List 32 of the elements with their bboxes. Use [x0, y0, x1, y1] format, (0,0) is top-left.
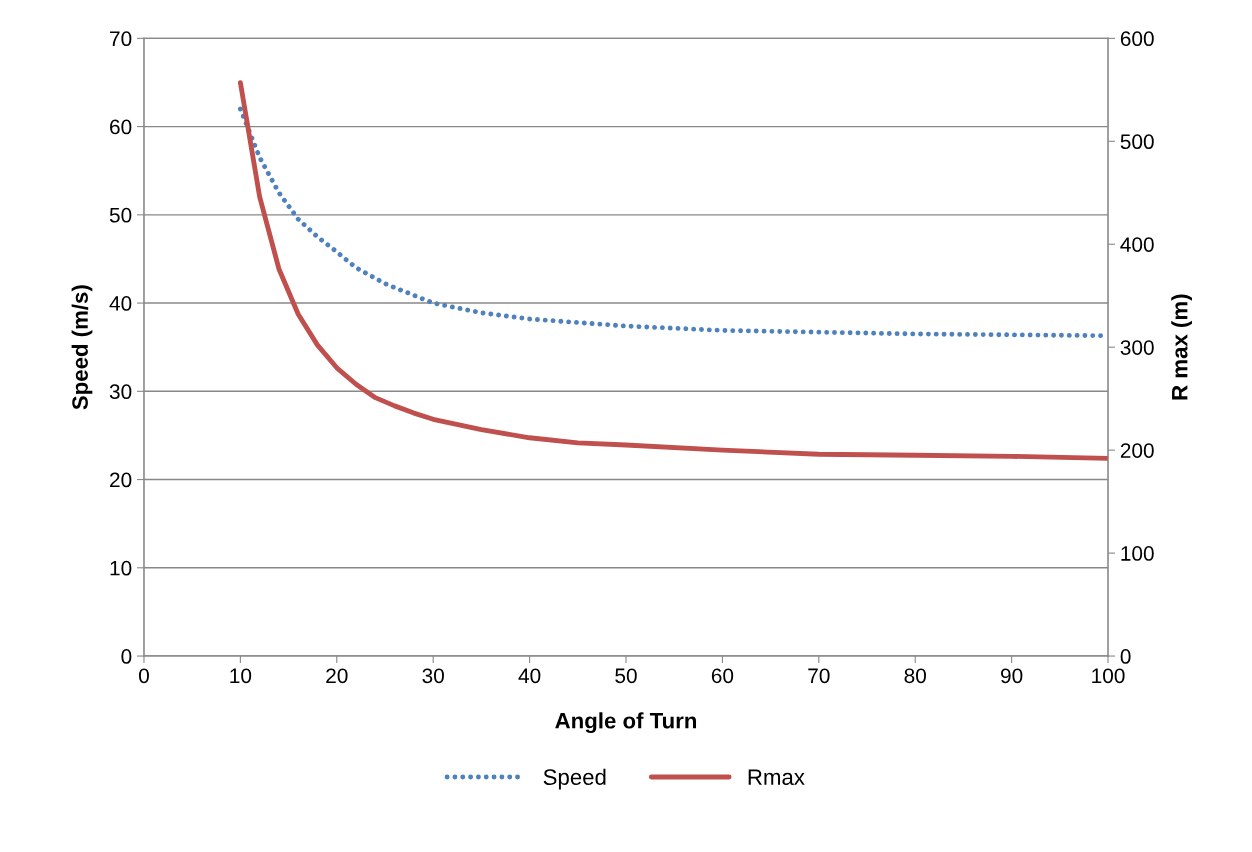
y2-tick-label: 400	[1120, 237, 1154, 252]
legend-label: Speed	[543, 768, 606, 790]
y-tick-label: 0	[121, 649, 132, 664]
x-tick-label: 0	[139, 668, 149, 684]
y2-tick-label: 0	[1120, 649, 1131, 664]
x-axis-title: Angle of Turn	[555, 712, 697, 734]
y2-tick-label: 100	[1121, 546, 1154, 561]
y-tick-label: 40	[109, 296, 132, 311]
y2-tick-label: 200	[1120, 443, 1154, 458]
x-tick-label: 10	[230, 668, 252, 684]
y-tick-label: 30	[109, 384, 132, 400]
y-tick-label: 10	[110, 560, 132, 576]
x-tick-label: 80	[904, 668, 926, 684]
legend-label: Rmax	[748, 769, 805, 786]
x-tick-label: 70	[808, 668, 830, 684]
x-tick-label: 50	[615, 668, 637, 684]
y-tick-label: 20	[110, 472, 132, 488]
x-tick-label: 90	[1001, 668, 1023, 684]
y-tick-label: 50	[109, 207, 132, 223]
x-tick-label: 20	[326, 668, 348, 684]
y2-tick-label: 300	[1120, 340, 1154, 355]
y2-axis-title: R max (m)	[1171, 294, 1192, 400]
x-tick-label: 30	[422, 668, 444, 684]
y-tick-label: 60	[110, 119, 132, 135]
y-tick-label: 70	[110, 31, 132, 47]
y2-tick-label: 600	[1120, 31, 1154, 47]
x-tick-label: 100	[1092, 668, 1125, 684]
x-tick-label: 60	[711, 668, 734, 684]
line-series	[237, 80, 1109, 461]
x-tick-label: 40	[518, 668, 541, 684]
y-axis-title: Speed (m/s)	[71, 285, 93, 410]
y2-tick-label: 500	[1120, 134, 1154, 150]
